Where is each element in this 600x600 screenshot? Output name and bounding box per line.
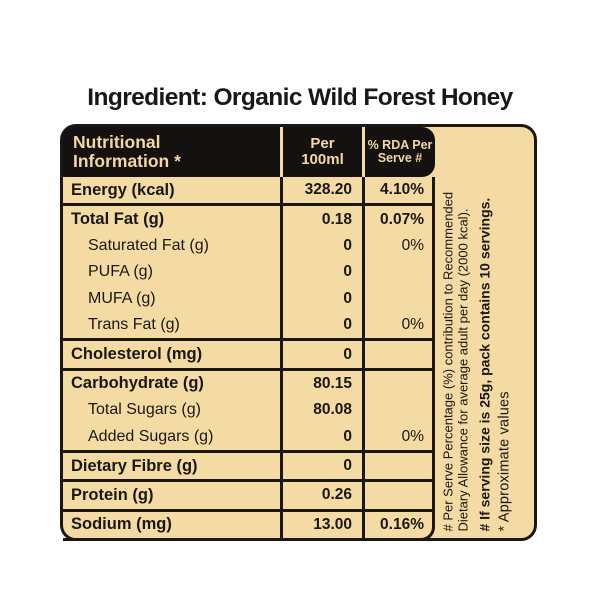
footnote-line: Dietary Allowance for average adult per … [455, 208, 471, 532]
table-header: Nutritional Information * Per 100ml % RD… [63, 127, 435, 177]
table-row-dietary-fibre: Dietary Fibre (g) 0 [63, 449, 432, 480]
row-per100-value: 0 [280, 285, 362, 312]
row-label: PUFA (g) [88, 263, 153, 281]
row-rda-value [362, 285, 432, 312]
table-row-carbohydrate: Carbohydrate (g) 80.15 [63, 367, 432, 398]
footnote-rda-explanation: # Per Serve Percentage (%) contribution … [441, 127, 472, 532]
footnote-serving-size: # If serving size is 25g, pack contains … [476, 197, 493, 532]
header-line: Information * [73, 151, 181, 171]
table-body: Energy (kcal) 328.20 4.10% Total Fat (g)… [63, 177, 435, 541]
footnotes-rotated: # Per Serve Percentage (%) contribution … [438, 127, 534, 538]
nutrition-table: Nutritional Information * Per 100ml % RD… [60, 124, 537, 541]
header-line: Nutritional [73, 132, 161, 153]
row-per100-value: 328.20 [280, 177, 362, 204]
row-rda-value: 0.07% [362, 206, 432, 233]
row-rda-value: 0.16% [362, 511, 432, 539]
header-line: Serve # [377, 151, 423, 165]
table-row-protein: Protein (g) 0.26 [63, 479, 432, 509]
row-label: Cholesterol (mg) [71, 345, 203, 364]
table-row-energy: Energy (kcal) 328.20 4.10% [63, 177, 432, 204]
row-per100-value: 0 [280, 423, 362, 450]
table-row-added-sugars: Added Sugars (g) 0 0% [63, 423, 432, 450]
header-per-100ml: Per 100ml [280, 127, 362, 177]
ingredient-title: Ingredient: Organic Wild Forest Honey [87, 84, 513, 111]
row-per100-value: 0.26 [280, 482, 362, 509]
row-per100-value: 80.08 [280, 397, 362, 424]
row-per100-value: 0 [280, 232, 362, 260]
row-rda-value: 0% [362, 232, 432, 260]
row-label: Energy (kcal) [71, 180, 175, 199]
row-label: MUFA (g) [88, 289, 156, 307]
row-label: Carbohydrate (g) [71, 374, 204, 393]
table-row-sodium: Sodium (mg) 13.00 0.16% [63, 508, 432, 539]
row-rda-value: 4.10% [362, 177, 432, 204]
header-line: 100ml [301, 151, 344, 168]
row-per100-value: 80.15 [280, 370, 362, 398]
row-rda-value [362, 259, 432, 286]
row-rda-value [362, 397, 432, 424]
row-label: Trans Fat (g) [88, 316, 180, 334]
table-row-mufa: MUFA (g) 0 [63, 285, 432, 312]
row-rda-value [362, 341, 432, 368]
table-row-total-fat: Total Fat (g) 0.18 0.07% [63, 203, 432, 233]
row-per100-value: 0.18 [280, 206, 362, 233]
row-rda-value [362, 452, 432, 480]
row-rda-value: 0% [362, 423, 432, 450]
table-row-total-sugars: Total Sugars (g) 80.08 [63, 397, 432, 424]
row-rda-value: 0% [362, 311, 432, 339]
table-row-pufa: PUFA (g) 0 [63, 259, 432, 286]
row-label: Total Fat (g) [71, 210, 165, 229]
table-row-cholesterol: Cholesterol (mg) 0 [63, 338, 432, 368]
row-per100-value: 13.00 [280, 511, 362, 539]
footnote-approximate-values: * Approximate values [496, 391, 513, 532]
row-label: Saturated Fat (g) [88, 236, 209, 254]
row-label: Protein (g) [71, 485, 154, 504]
header-nutritional-information: Nutritional Information * [63, 127, 280, 177]
row-per100-value: 0 [280, 452, 362, 480]
header-rda-per-serve: % RDA Per Serve # [362, 127, 435, 177]
row-label: Added Sugars (g) [88, 427, 214, 445]
row-rda-value [362, 370, 432, 398]
row-per100-value: 0 [280, 311, 362, 339]
row-rda-value [362, 482, 432, 509]
footnote-line: # Per Serve Percentage (%) contribution … [440, 191, 456, 532]
row-label: Total Sugars (g) [88, 401, 201, 419]
table-row-trans-fat: Trans Fat (g) 0 0% [63, 311, 432, 339]
row-label: Dietary Fibre (g) [71, 456, 198, 475]
header-line: Per [310, 134, 335, 152]
row-per100-value: 0 [280, 341, 362, 368]
row-label: Sodium (mg) [71, 515, 172, 534]
row-per100-value: 0 [280, 259, 362, 286]
header-line: % RDA Per [367, 137, 433, 152]
table-row-saturated-fat: Saturated Fat (g) 0 0% [63, 232, 432, 260]
